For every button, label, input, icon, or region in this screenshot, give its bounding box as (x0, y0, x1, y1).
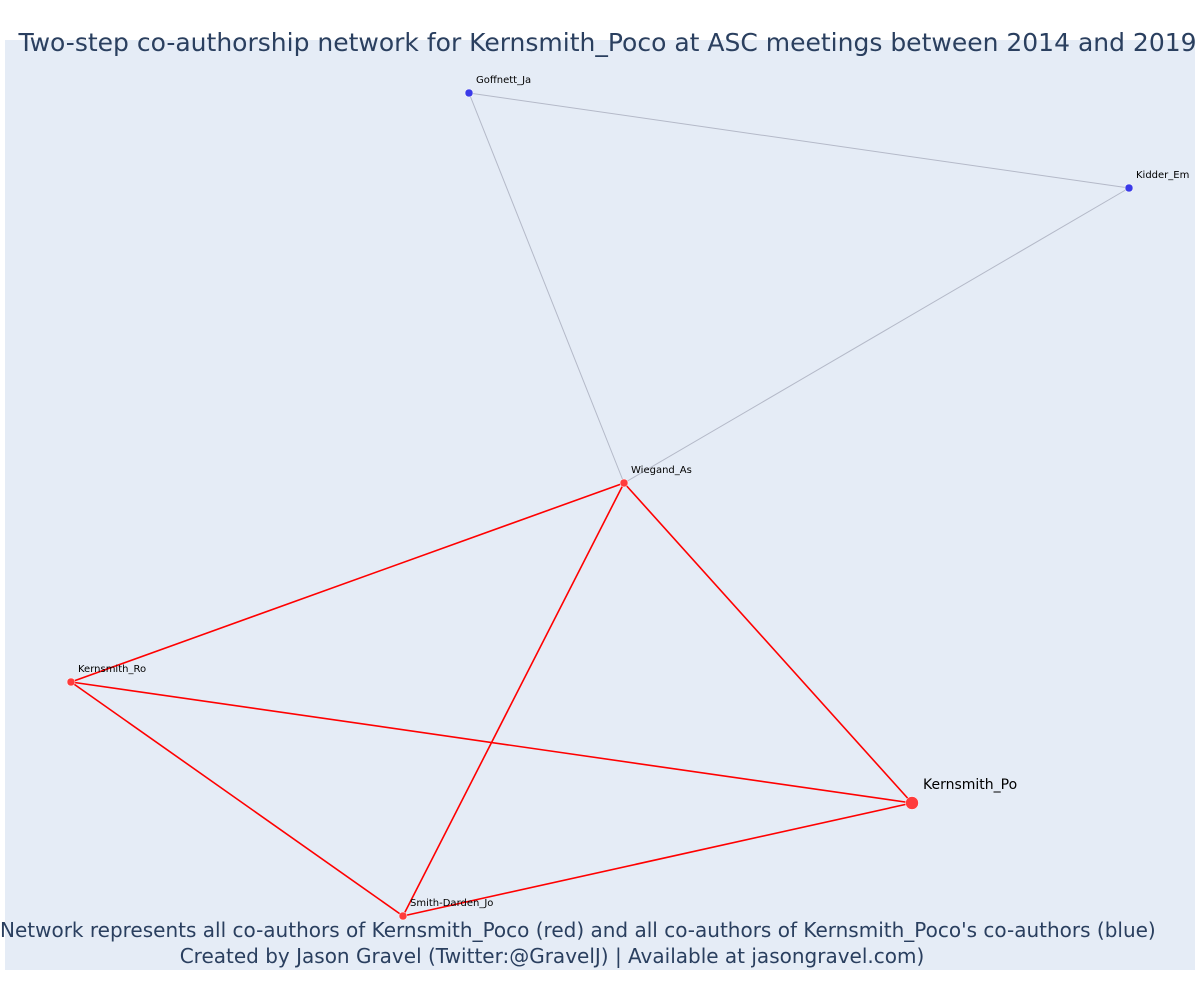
edge-Wiegand_As-Kernsmith_Po (623, 482, 913, 804)
caption-network-description: Network represents all co-authors of Ker… (0, 918, 1156, 942)
node-label-Kernsmith_Po: Kernsmith_Po (923, 777, 1017, 793)
node-Kidder_Em[interactable] (1124, 183, 1134, 193)
edge-Goffnett_Ja-Kidder_Em (468, 92, 1130, 189)
chart-title: Two-step co-authorship network for Kerns… (18, 28, 1197, 57)
node-label-Smith-Darden_Jo: Smith-Darden_Jo (410, 898, 493, 909)
node-Goffnett_Ja[interactable] (464, 88, 474, 98)
edge-Kidder_Em-Wiegand_As (623, 187, 1130, 484)
node-label-Wiegand_As: Wiegand_As (631, 465, 692, 476)
node-Kernsmith_Po[interactable] (905, 796, 919, 810)
edge-Wiegand_As-Kernsmith_Ro (70, 482, 625, 683)
edge-Smith-Darden_Jo-Kernsmith_Po (402, 802, 913, 917)
edge-Kernsmith_Ro-Smith-Darden_Jo (70, 681, 404, 917)
plot-area (5, 40, 1195, 970)
node-label-Kernsmith_Ro: Kernsmith_Ro (78, 664, 146, 675)
caption-credits: Created by Jason Gravel (Twitter:@Gravel… (179, 944, 925, 968)
edge-Goffnett_Ja-Wiegand_As (468, 92, 625, 484)
node-Wiegand_As[interactable] (619, 478, 629, 488)
node-label-Goffnett_Ja: Goffnett_Ja (476, 75, 531, 86)
edge-Wiegand_As-Smith-Darden_Jo (402, 482, 625, 917)
node-Kernsmith_Ro[interactable] (66, 677, 76, 687)
edge-Kernsmith_Ro-Kernsmith_Po (70, 681, 913, 804)
node-label-Kidder_Em: Kidder_Em (1136, 170, 1189, 181)
node-Smith-Darden_Jo[interactable] (398, 911, 408, 921)
